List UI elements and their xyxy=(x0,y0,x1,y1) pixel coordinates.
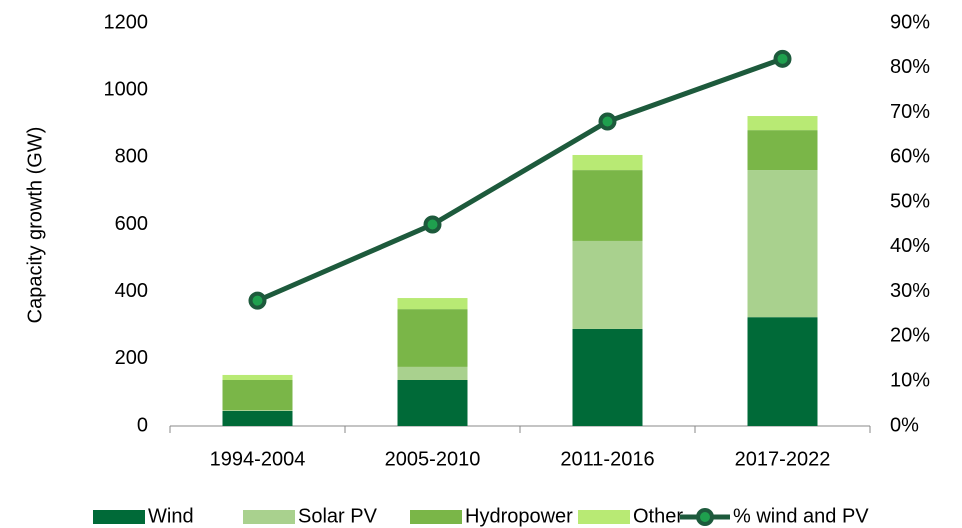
bar xyxy=(222,379,293,411)
y-tick-label: 1200 xyxy=(104,11,149,33)
bar xyxy=(572,170,643,241)
bar xyxy=(397,366,468,380)
legend-label: Wind xyxy=(148,505,194,527)
legend-swatch xyxy=(93,510,145,524)
bar xyxy=(222,410,293,411)
y2-tick-label: 0% xyxy=(890,414,919,436)
bar xyxy=(222,410,293,426)
line-marker xyxy=(248,291,267,310)
y-tick-label: 800 xyxy=(115,146,148,168)
bar xyxy=(397,298,468,310)
legend-swatch xyxy=(410,510,462,524)
y2-tick-label: 30% xyxy=(890,280,930,302)
y2-tick-label: 60% xyxy=(890,146,930,168)
legend-label: Hydropower xyxy=(465,505,573,527)
legend-swatch xyxy=(243,510,295,524)
bar xyxy=(747,170,818,318)
bar xyxy=(572,154,643,171)
x-tick-label: 1994-2004 xyxy=(210,448,306,470)
y-tick-label: 600 xyxy=(115,213,148,235)
y2-tick-label: 50% xyxy=(890,190,930,212)
y2-tick-label: 80% xyxy=(890,56,930,78)
line-marker xyxy=(423,215,442,234)
line-marker xyxy=(773,49,792,68)
legend-label: Solar PV xyxy=(298,505,378,527)
bar xyxy=(572,328,643,426)
y2-tick-label: 20% xyxy=(890,325,930,347)
bar xyxy=(747,317,818,426)
y-axis-label: Capacity growth (GW) xyxy=(24,127,46,324)
legend-label: Other xyxy=(633,505,683,527)
x-tick-label: 2017-2022 xyxy=(735,448,831,470)
bar xyxy=(397,309,468,367)
y-tick-label: 200 xyxy=(115,347,148,369)
x-tick-label: 2005-2010 xyxy=(385,448,481,470)
legend-marker xyxy=(696,508,714,526)
y2-tick-label: 10% xyxy=(890,370,930,392)
bar xyxy=(747,130,818,171)
y2-tick-label: 40% xyxy=(890,235,930,257)
y2-tick-label: 70% xyxy=(890,101,930,123)
bar xyxy=(222,374,293,380)
line-marker xyxy=(598,112,617,131)
bar xyxy=(747,116,818,131)
y2-tick-label: 90% xyxy=(890,11,930,33)
legend-swatch xyxy=(578,510,630,524)
x-tick-label: 2011-2016 xyxy=(560,448,654,470)
y-tick-label: 1000 xyxy=(104,78,149,100)
y-tick-label: 0 xyxy=(137,414,148,436)
bar xyxy=(397,379,468,426)
line xyxy=(256,56,784,303)
y-tick-label: 400 xyxy=(115,280,148,302)
legend-label: % wind and PV xyxy=(733,505,869,527)
bar xyxy=(572,240,643,329)
